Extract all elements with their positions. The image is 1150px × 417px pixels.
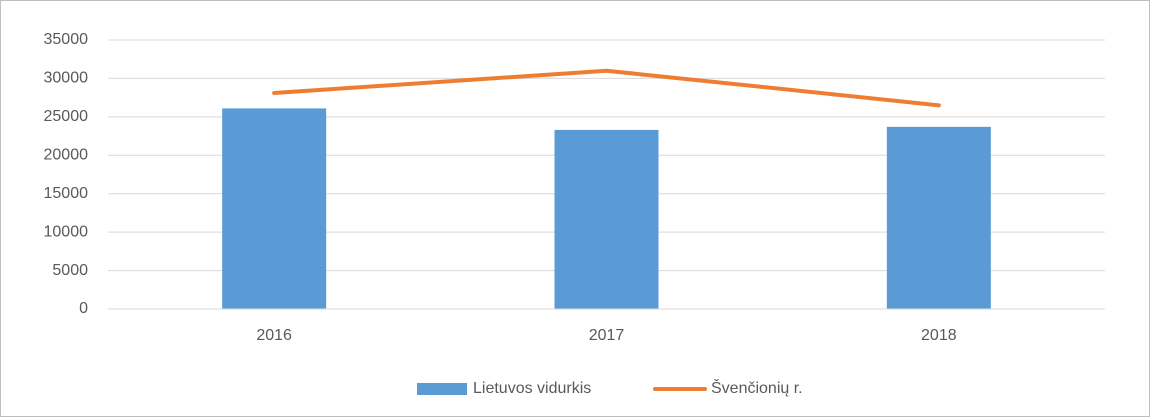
x-tick-label: 2018	[921, 327, 957, 344]
legend-label: Lietuvos vidurkis	[473, 380, 591, 397]
x-tick-label: 2016	[256, 327, 292, 344]
y-tick-label: 35000	[44, 31, 89, 48]
y-tick-label: 0	[79, 300, 88, 317]
y-tick-label: 20000	[44, 147, 89, 164]
bar	[222, 108, 327, 309]
y-tick-label: 30000	[44, 70, 89, 87]
legend-label: Švenčionių r.	[711, 378, 803, 397]
y-tick-label: 15000	[44, 185, 89, 202]
y-tick-label: 5000	[52, 262, 88, 279]
bar	[554, 129, 659, 309]
line	[272, 68, 941, 108]
y-tick-label: 10000	[44, 223, 89, 240]
bar	[886, 126, 991, 309]
legend-swatch	[417, 383, 467, 395]
x-tick-label: 2017	[589, 327, 625, 344]
y-tick-label: 25000	[44, 108, 89, 125]
